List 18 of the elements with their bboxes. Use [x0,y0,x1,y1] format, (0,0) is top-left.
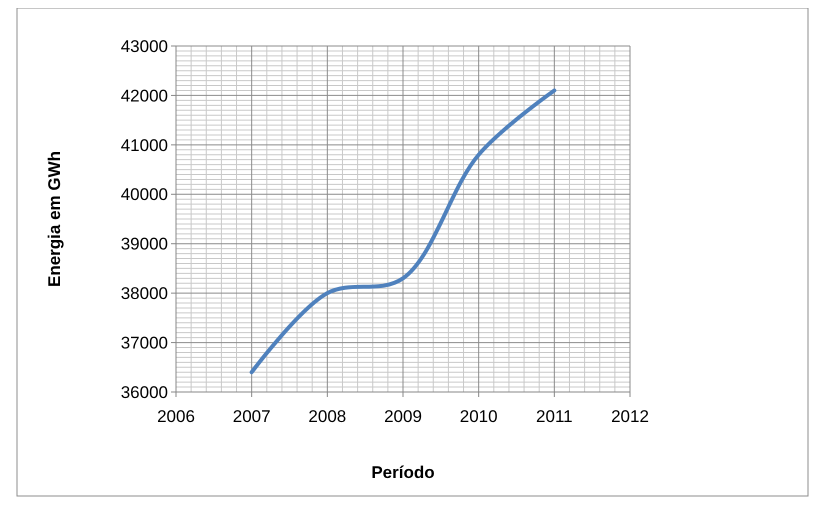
x-tick-label: 2006 [157,407,195,426]
line-series [250,88,556,374]
y-axis-title: Energia em GWh [45,150,64,288]
x-tick-label: 2008 [308,407,346,426]
y-tick-label: 43000 [120,36,168,56]
y-tick-label: 39000 [120,234,168,254]
y-tick-label: 38000 [120,284,168,304]
y-tick-label: 41000 [120,136,168,155]
x-axis-title: Período [371,463,435,482]
x-tick-label: 2011 [536,407,573,426]
x-tick-label: 2009 [384,407,422,426]
y-tick-label: 37000 [120,334,168,353]
y-tick-label: 42000 [120,86,168,106]
x-tick-label: 2010 [460,407,498,426]
y-tick-label: 40000 [120,185,168,204]
x-tick-label: 2012 [611,407,649,426]
y-tick-label: 36000 [120,382,168,402]
x-tick-label: 2007 [232,407,271,426]
